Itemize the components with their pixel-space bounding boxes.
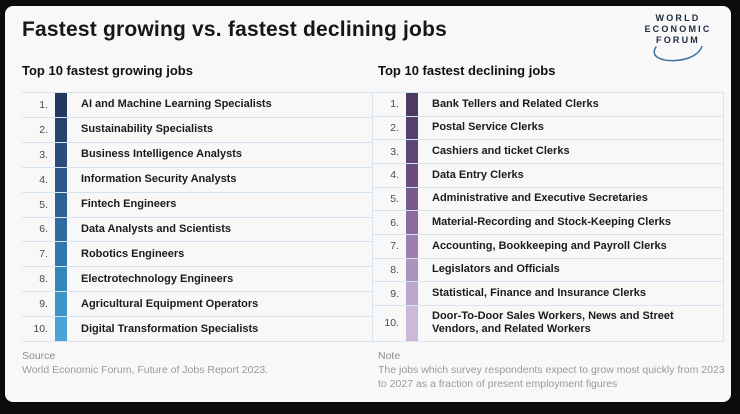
table-row: 2. Sustainability Specialists [22,117,372,143]
rank-label: 8. [39,273,48,286]
table-row: 1. AI and Machine Learning Specialists [22,93,372,118]
job-label: AI and Machine Learning Specialists [81,98,272,111]
table-row: 2. Postal Service Clerks [373,116,723,141]
rank-label: 2. [39,123,48,136]
growing-jobs-table: 1. AI and Machine Learning Specialists 2. S… [22,92,372,343]
rank-color-bar [406,163,418,187]
rank-color-bar [55,167,67,192]
rank-color-bar [55,267,67,292]
table-row: 7. Accounting, Bookkeeping and Payroll Cl… [373,234,723,259]
source-text: World Economic Forum, Future of Jobs Rep… [22,364,269,376]
rank-color-bar [55,242,67,267]
table-row: 9. Agricultural Equipment Operators [22,292,372,318]
table-row: 4. Data Entry Clerks [373,163,723,188]
table-row: 3. Business Intelligence Analysts [22,142,372,168]
job-label: Digital Transformation Specialists [81,322,259,335]
table-row: 7. Robotics Engineers [22,242,372,268]
rank-label: 6. [390,216,399,229]
rank-label: 6. [39,223,48,236]
rank-label: 5. [390,192,399,205]
table-row: 1. Bank Tellers and Related Clerks [373,93,723,117]
job-label: Agricultural Equipment Operators [81,297,259,310]
infographic-panel: Fastest growing vs. fastest declining jo… [5,6,731,402]
wef-logo-line-economic: ECONOMIC [644,24,712,34]
job-label: Postal Service Clerks [432,121,544,134]
page-title: Fastest growing vs. fastest declining jo… [22,18,447,41]
job-label: Legislators and Officials [432,263,560,276]
source-block: Source World Economic Forum, Future of J… [22,349,357,377]
rank-label: 2. [390,121,399,134]
job-label: Material-Recording and Stock-Keeping Cle… [432,216,671,229]
rank-color-bar [406,258,418,282]
rank-color-bar [55,117,67,142]
rank-label: 7. [390,240,399,253]
rank-label: 10. [33,323,48,336]
job-label: Sustainability Specialists [81,123,214,136]
wef-logo-line-world: WORLD [655,13,701,23]
job-label: Business Intelligence Analysts [81,148,242,161]
rank-color-bar [55,93,67,117]
table-row: 10. Door-To-Door Sales Workers, News and … [373,305,723,343]
job-label: Bank Tellers and Related Clerks [432,97,599,110]
table-row: 5. Fintech Engineers [22,192,372,218]
job-label: Robotics Engineers [81,247,185,260]
declining-jobs-table: 1. Bank Tellers and Related Clerks 2. Posta… [372,92,724,343]
job-label: Electrotechnology Engineers [81,272,234,285]
job-label: Accounting, Bookkeeping and Payroll Cler… [432,239,667,252]
rank-color-bar [406,140,418,163]
job-label: Data Analysts and Scientists [81,222,231,235]
rank-label: 1. [390,98,399,111]
wef-logo-line-forum: FORUM [656,35,700,45]
job-label: Cashiers and ticket Clerks [432,145,570,158]
rank-color-bar [55,292,67,317]
job-label: Administrative and Executive Secretaries [432,192,648,205]
source-label: Source [22,350,56,362]
table-row: 8. Legislators and Officials [373,258,723,283]
rank-color-bar [406,234,418,258]
job-label: Statistical, Finance and Insurance Clerk… [432,287,646,300]
table-row: 6. Data Analysts and Scientists [22,217,372,243]
rank-color-bar [55,217,67,242]
table-row: 8. Electrotechnology Engineers [22,267,372,293]
table-row: 3. Cashiers and ticket Clerks [373,140,723,164]
growing-jobs-heading: Top 10 fastest growing jobs [22,63,193,78]
rank-label: 9. [39,298,48,311]
rank-label: 1. [39,98,48,111]
rank-label: 4. [39,173,48,186]
declining-jobs-heading: Top 10 fastest declining jobs [378,63,556,78]
job-label: Door-To-Door Sales Workers, News and Str… [432,310,674,336]
rank-color-bar [55,142,67,167]
table-row: 5. Administrative and Executive Secretari… [373,187,723,212]
rank-label: 7. [39,248,48,261]
rank-label: 5. [39,198,48,211]
rank-label: 8. [390,263,399,276]
rank-color-bar [406,305,418,342]
rank-color-bar [406,93,418,116]
rank-color-bar [55,317,67,342]
rank-color-bar [406,187,418,211]
note-label: Note [378,350,401,362]
job-label: Data Entry Clerks [432,168,524,181]
table-row: 10. Digital Transformation Specialists [22,317,372,343]
table-row: 6. Material-Recording and Stock-Keeping C… [373,211,723,235]
rank-label: 3. [39,148,48,161]
job-label: Fintech Engineers [81,198,177,211]
rank-label: 4. [390,169,399,182]
job-label: Information Security Analysts [81,173,237,186]
rank-color-bar [406,282,418,305]
table-row: 4. Information Security Analysts [22,167,372,193]
rank-label: 10. [384,317,399,330]
wef-swoosh-icon [653,45,703,62]
note-text: The jobs which survey respondents expect… [378,364,725,390]
rank-color-bar [406,116,418,140]
wef-logo: WORLD ECONOMIC FORUM [638,13,718,63]
rank-label: 9. [390,287,399,300]
note-block: Note The jobs which survey respondents e… [378,349,726,391]
rank-color-bar [55,192,67,217]
table-row: 9. Statistical, Finance and Insurance Cle… [373,282,723,306]
rank-color-bar [406,211,418,234]
rank-label: 3. [390,145,399,158]
